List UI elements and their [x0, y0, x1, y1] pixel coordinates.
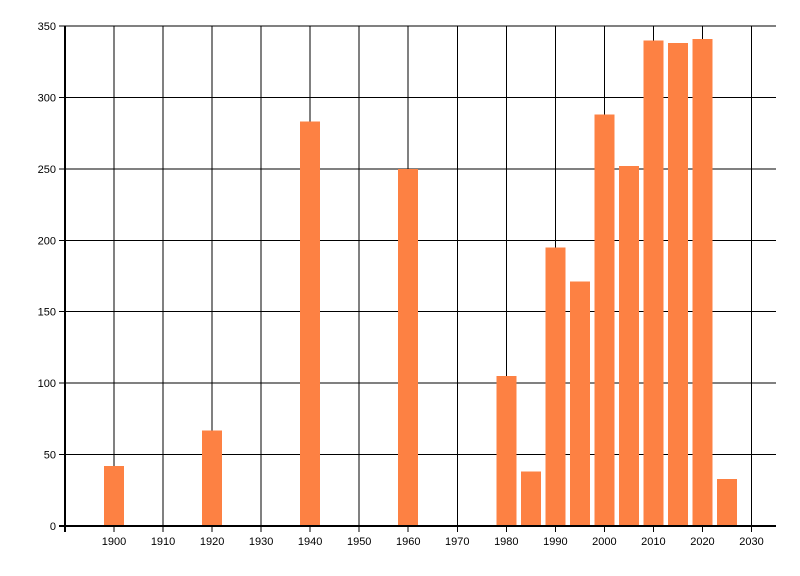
bar — [667, 43, 688, 527]
y-tick-label: 150 — [38, 307, 56, 319]
bar — [618, 166, 639, 526]
x-tick-label: 1990 — [543, 536, 567, 548]
x-tick-label: 1960 — [396, 536, 420, 548]
x-tick-label: 1910 — [151, 536, 175, 548]
y-tick-label: 0 — [50, 521, 56, 533]
x-tick-label: 1930 — [249, 536, 273, 548]
x-tick-label: 2030 — [739, 536, 763, 548]
bar — [202, 430, 223, 526]
bar — [716, 478, 737, 526]
bar — [520, 471, 541, 526]
y-tick-label: 300 — [38, 92, 56, 104]
x-tick-label: 1970 — [445, 536, 469, 548]
y-tick-label: 250 — [38, 164, 56, 176]
bar — [398, 168, 419, 526]
bar — [104, 466, 125, 526]
x-tick-label: 2000 — [592, 536, 616, 548]
x-tick-label: 1900 — [102, 536, 126, 548]
x-tick-label: 1920 — [200, 536, 224, 548]
bar — [496, 376, 517, 526]
bar — [300, 121, 321, 526]
bar — [569, 281, 590, 526]
x-tick-label: 2010 — [641, 536, 665, 548]
y-tick-label: 350 — [38, 21, 56, 33]
y-tick-label: 50 — [44, 450, 56, 462]
bar — [594, 114, 615, 527]
x-tick-label: 1940 — [298, 536, 322, 548]
bar — [545, 247, 566, 526]
x-tick-label: 1980 — [494, 536, 518, 548]
y-tick-label: 100 — [38, 378, 56, 390]
y-tick-label: 200 — [38, 235, 56, 247]
x-tick-label: 2020 — [690, 536, 714, 548]
bar — [692, 38, 713, 526]
x-tick-label: 1950 — [347, 536, 371, 548]
bar — [643, 40, 664, 527]
